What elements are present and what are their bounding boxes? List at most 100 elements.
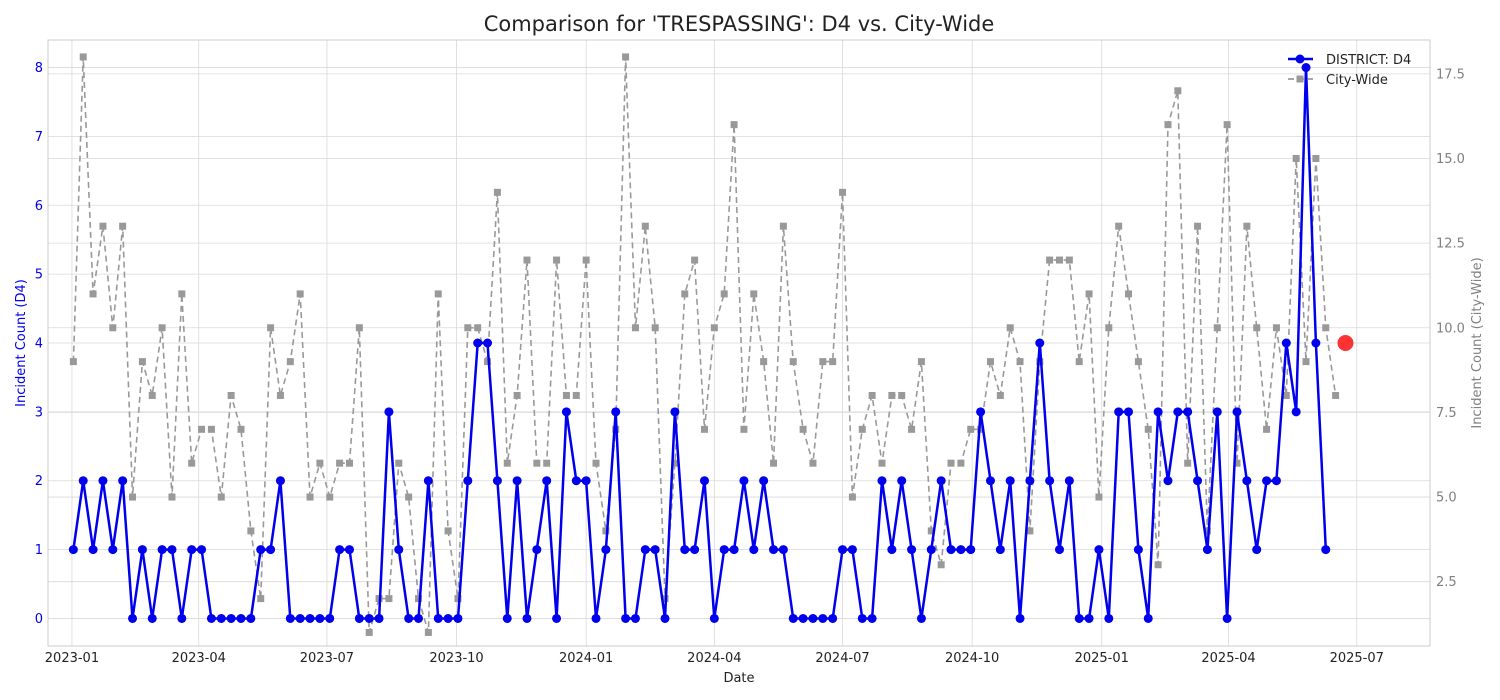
point-city-wide — [848, 493, 856, 501]
point-city-wide — [681, 290, 689, 298]
point-d4 — [325, 613, 335, 623]
point-d4 — [630, 613, 640, 623]
point-d4 — [1025, 476, 1035, 486]
point-city-wide — [651, 324, 659, 332]
y-tick-label-left: 3 — [35, 405, 43, 420]
y-tick-label-left: 0 — [35, 612, 43, 627]
point-d4 — [374, 613, 384, 623]
point-city-wide — [1184, 459, 1192, 467]
point-city-wide — [740, 425, 748, 433]
point-city-wide — [1016, 358, 1024, 366]
point-city-wide — [237, 425, 245, 433]
point-d4 — [916, 613, 926, 623]
point-d4 — [256, 545, 266, 555]
point-d4 — [956, 545, 966, 555]
point-city-wide — [1292, 154, 1300, 162]
point-city-wide — [168, 493, 176, 501]
point-d4 — [1291, 407, 1301, 417]
point-d4 — [739, 476, 749, 486]
point-city-wide — [908, 425, 916, 433]
point-city-wide — [720, 290, 728, 298]
point-city-wide — [878, 459, 886, 467]
y-tick-label-left: 7 — [35, 130, 43, 145]
point-city-wide — [326, 493, 334, 501]
point-city-wide — [424, 628, 432, 636]
point-d4 — [98, 476, 108, 486]
point-city-wide — [1026, 527, 1034, 535]
point-d4 — [769, 545, 779, 555]
point-d4 — [818, 613, 828, 623]
point-d4 — [275, 476, 285, 486]
y-tick-label-right: 17.5 — [1436, 67, 1465, 82]
point-city-wide — [543, 459, 551, 467]
point-city-wide — [1006, 324, 1014, 332]
point-city-wide — [986, 358, 994, 366]
highlight-point — [1337, 335, 1354, 351]
point-d4 — [108, 545, 118, 555]
point-city-wide — [385, 595, 393, 603]
point-city-wide — [1154, 561, 1162, 569]
legend-label-d4: DISTRICT: D4 — [1326, 53, 1411, 68]
x-tick-label: 2024-10 — [945, 651, 999, 666]
x-tick-label: 2025-04 — [1201, 651, 1255, 666]
point-city-wide — [799, 425, 807, 433]
point-city-wide — [789, 358, 797, 366]
point-d4 — [423, 476, 433, 486]
point-city-wide — [158, 324, 166, 332]
point-city-wide — [474, 324, 482, 332]
point-city-wide — [1174, 87, 1182, 95]
point-d4 — [759, 476, 769, 486]
point-city-wide — [631, 324, 639, 332]
point-d4 — [315, 613, 325, 623]
point-d4 — [1143, 613, 1153, 623]
point-city-wide — [1085, 290, 1093, 298]
point-d4 — [1064, 476, 1074, 486]
point-city-wide — [267, 324, 275, 332]
point-city-wide — [1213, 324, 1221, 332]
point-city-wide — [671, 459, 679, 467]
point-d4 — [621, 613, 631, 623]
y-tick-label-right: 7.5 — [1436, 406, 1457, 421]
point-d4 — [591, 613, 601, 623]
point-d4 — [946, 545, 956, 555]
point-city-wide — [553, 256, 561, 264]
point-d4 — [552, 613, 562, 623]
point-d4 — [1321, 545, 1331, 555]
point-d4 — [394, 545, 404, 555]
point-city-wide — [947, 459, 955, 467]
point-d4 — [453, 613, 463, 623]
point-city-wide — [345, 459, 353, 467]
point-d4 — [1281, 338, 1291, 348]
point-city-wide — [602, 527, 610, 535]
point-d4 — [433, 613, 443, 623]
point-city-wide — [296, 290, 304, 298]
point-d4 — [897, 476, 907, 486]
point-d4 — [147, 613, 157, 623]
point-city-wide — [109, 324, 117, 332]
point-d4 — [118, 476, 128, 486]
point-d4 — [699, 476, 709, 486]
point-d4 — [601, 545, 611, 555]
point-d4 — [1311, 338, 1321, 348]
point-d4 — [1163, 476, 1173, 486]
point-d4 — [1104, 613, 1114, 623]
point-city-wide — [898, 391, 906, 399]
point-d4 — [492, 476, 502, 486]
point-city-wide — [957, 459, 965, 467]
point-city-wide — [247, 527, 255, 535]
point-city-wide — [858, 425, 866, 433]
point-city-wide — [1036, 358, 1044, 366]
point-city-wide — [868, 391, 876, 399]
point-city-wide — [691, 256, 699, 264]
point-d4 — [670, 407, 680, 417]
point-d4 — [1114, 407, 1124, 417]
point-city-wide — [1203, 527, 1211, 535]
point-d4 — [1045, 476, 1055, 486]
point-d4 — [1232, 407, 1242, 417]
point-d4 — [778, 545, 788, 555]
point-city-wide — [523, 256, 531, 264]
x-tick-label: 2023-04 — [172, 651, 226, 666]
point-city-wide — [1144, 425, 1152, 433]
point-city-wide — [1164, 121, 1172, 129]
